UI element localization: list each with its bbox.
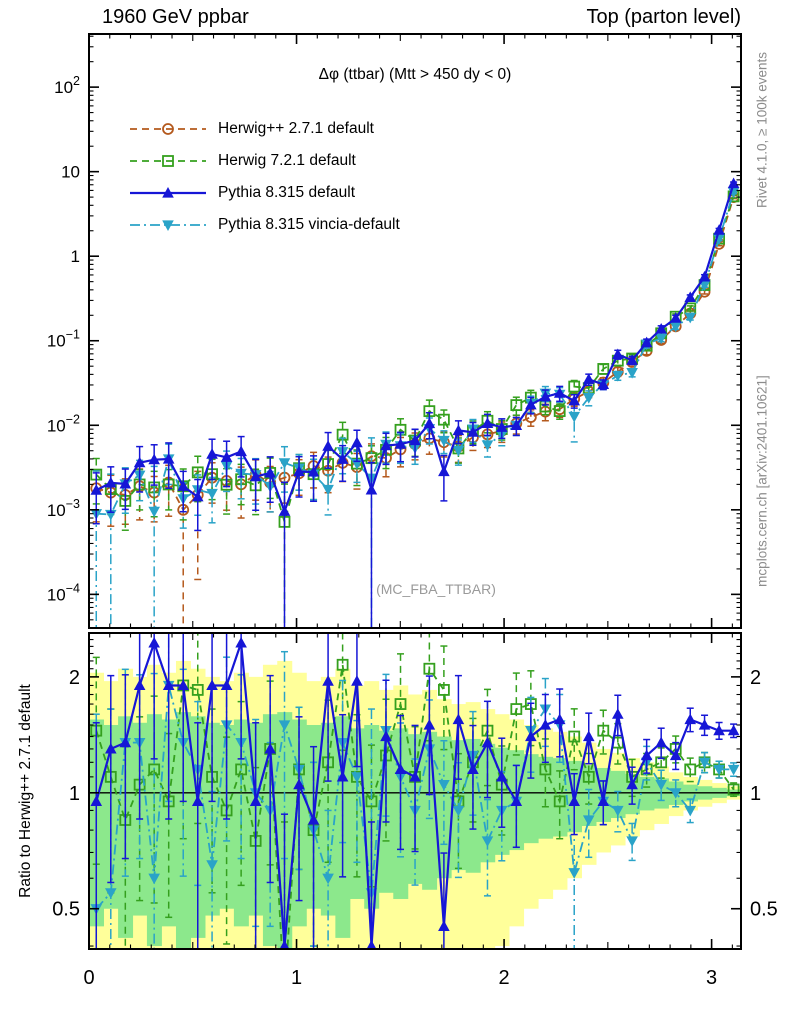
series-herwig7-main xyxy=(90,190,740,628)
x-tick-label: 0 xyxy=(83,967,94,989)
ratio-y-tick-label-left: 0.5 xyxy=(52,899,80,921)
series-herwigpp-main xyxy=(90,191,740,628)
main-frame xyxy=(88,33,742,629)
main-panel-data xyxy=(90,177,740,628)
ratio-y-tick-label-right: 1 xyxy=(750,783,761,805)
main-y-tick-label: 1 xyxy=(71,247,80,266)
legend-sample-0 xyxy=(130,123,206,135)
ratio-y-tick-label-right: 2 xyxy=(750,667,761,689)
legend-sample-2 xyxy=(130,187,206,198)
ratio-y-tick-label-right: 0.5 xyxy=(750,899,778,921)
ratio-axis-label: Ratio to Herwig++ 2.7.1 default xyxy=(17,684,34,898)
legend-sample-3 xyxy=(130,220,206,231)
mcplots-arxiv-label: mcplots.cern.ch [arXiv:2401.10621] xyxy=(754,375,770,587)
ratio-y-tick-label-left: 1 xyxy=(69,783,80,805)
rivet-version-label: Rivet 4.1.0, ≥ 100k events xyxy=(754,52,770,208)
ratio-panel-data xyxy=(89,633,741,949)
legend-label: Pythia 8.315 vincia-default xyxy=(218,216,400,233)
x-tick-label: 2 xyxy=(499,967,510,989)
legend-label: Herwig 7.2.1 default xyxy=(218,152,356,169)
legend-item-herwig7: Herwig 7.2.1 default xyxy=(128,150,356,172)
observable-title: Δφ (ttbar) (Mtt > 450 dy < 0) xyxy=(318,66,512,83)
legend-item-herwigpp: Herwig++ 2.7.1 default xyxy=(128,118,374,140)
series-pythia-ratio xyxy=(90,633,740,949)
main-y-tick-label: 10 xyxy=(61,163,80,182)
main-y-tick-label: 102 xyxy=(54,74,80,97)
main-y-tick-label: 10−1 xyxy=(47,328,80,351)
main-y-tick-label: 10−3 xyxy=(47,497,80,520)
legend-label: Herwig++ 2.7.1 default xyxy=(218,120,374,137)
series-vincia-main xyxy=(90,187,740,628)
series-pythia-main xyxy=(90,177,740,628)
analysis-title: Top (parton level) xyxy=(586,6,741,28)
beam-title: 1960 GeV ppbar xyxy=(102,6,249,28)
x-tick-label: 3 xyxy=(706,967,717,989)
x-tick-label: 1 xyxy=(291,967,302,989)
analysis-code-watermark: (MC_FBA_TTBAR) xyxy=(376,581,496,597)
legend-item-vincia: Pythia 8.315 vincia-default xyxy=(128,214,400,236)
ratio-frame xyxy=(88,632,742,950)
main-y-tick-label: 10−4 xyxy=(47,581,80,604)
legend-label: Pythia 8.315 default xyxy=(218,184,356,201)
ratio-y-tick-label-left: 2 xyxy=(69,667,80,689)
legend-sample-1 xyxy=(130,155,206,167)
legend-item-pythia: Pythia 8.315 default xyxy=(128,182,355,204)
main-y-tick-label: 10−2 xyxy=(47,412,80,435)
